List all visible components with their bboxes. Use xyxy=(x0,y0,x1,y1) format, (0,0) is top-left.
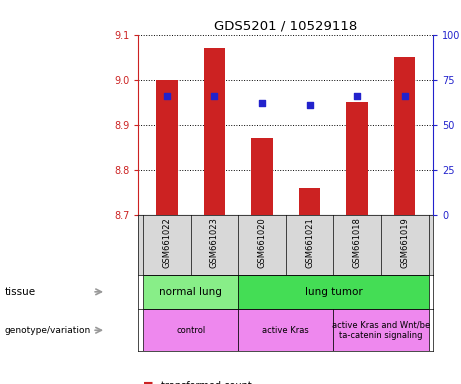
Text: lung tumor: lung tumor xyxy=(305,287,362,297)
Bar xyxy=(394,57,415,215)
Text: GSM661022: GSM661022 xyxy=(162,217,171,268)
Text: active Kras: active Kras xyxy=(262,326,309,335)
Text: genotype/variation: genotype/variation xyxy=(5,326,91,335)
Point xyxy=(211,93,218,99)
Point xyxy=(354,93,361,99)
Point xyxy=(401,93,408,99)
Text: control: control xyxy=(176,326,205,335)
Bar xyxy=(238,275,429,309)
Bar xyxy=(143,309,238,351)
Point xyxy=(163,93,171,99)
Point xyxy=(258,100,266,106)
Text: GSM661019: GSM661019 xyxy=(400,217,409,268)
Bar xyxy=(204,48,225,215)
Text: ■: ■ xyxy=(143,381,154,384)
Bar xyxy=(143,275,238,309)
Text: normal lung: normal lung xyxy=(159,287,222,297)
Point xyxy=(306,102,313,108)
Bar xyxy=(333,309,429,351)
Text: GSM661021: GSM661021 xyxy=(305,217,314,268)
Text: GSM661023: GSM661023 xyxy=(210,217,219,268)
Text: tissue: tissue xyxy=(5,287,36,297)
Bar xyxy=(251,138,273,215)
Title: GDS5201 / 10529118: GDS5201 / 10529118 xyxy=(214,19,357,32)
Text: GSM661020: GSM661020 xyxy=(258,217,266,268)
Text: GSM661018: GSM661018 xyxy=(353,217,362,268)
Text: transformed count: transformed count xyxy=(161,381,252,384)
Bar xyxy=(347,102,368,215)
Bar xyxy=(238,309,333,351)
Bar xyxy=(299,188,320,215)
Bar xyxy=(156,79,177,215)
Text: active Kras and Wnt/be
ta-catenin signaling: active Kras and Wnt/be ta-catenin signal… xyxy=(332,321,430,340)
